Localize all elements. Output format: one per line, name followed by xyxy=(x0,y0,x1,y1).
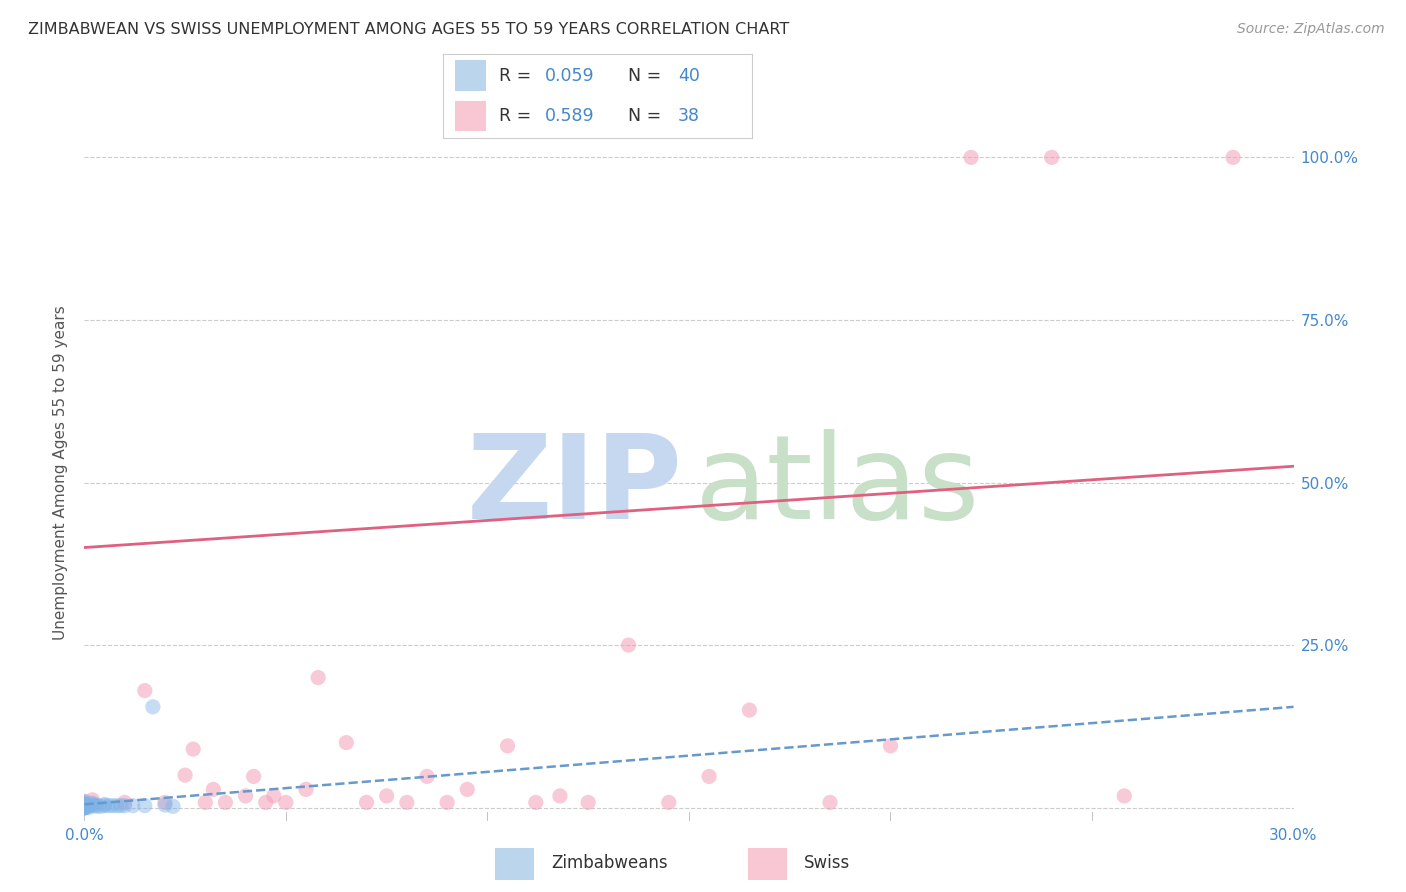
Point xyxy=(202,782,225,797)
Text: R =: R = xyxy=(499,67,536,85)
Point xyxy=(105,798,128,813)
Point xyxy=(73,799,96,814)
Point xyxy=(73,800,96,814)
Point xyxy=(356,796,378,810)
Point xyxy=(738,703,761,717)
Point xyxy=(697,769,720,783)
Point xyxy=(89,799,111,814)
Point xyxy=(73,800,96,814)
Text: N =: N = xyxy=(628,107,668,125)
Bar xyxy=(456,101,486,131)
Y-axis label: Unemployment Among Ages 55 to 59 years: Unemployment Among Ages 55 to 59 years xyxy=(53,305,69,640)
Point xyxy=(73,800,96,814)
Point xyxy=(82,798,104,813)
Point xyxy=(1114,789,1136,803)
Point xyxy=(548,789,571,803)
Point xyxy=(242,769,264,783)
Text: Source: ZipAtlas.com: Source: ZipAtlas.com xyxy=(1237,22,1385,37)
Text: 40: 40 xyxy=(678,67,700,85)
Point xyxy=(254,796,277,810)
Point xyxy=(456,782,478,797)
Point xyxy=(1040,150,1063,164)
Point xyxy=(1222,150,1244,164)
Point xyxy=(82,793,104,807)
Point xyxy=(73,800,96,814)
Point xyxy=(960,150,983,164)
Point xyxy=(307,671,329,685)
Point xyxy=(73,800,96,814)
Text: Zimbabweans: Zimbabweans xyxy=(551,854,668,872)
Point xyxy=(416,769,439,783)
Point xyxy=(134,683,156,698)
Point xyxy=(194,796,217,810)
Point xyxy=(97,798,120,813)
Point xyxy=(121,798,143,813)
Bar xyxy=(495,848,534,880)
Text: N =: N = xyxy=(628,67,668,85)
Point xyxy=(93,798,115,813)
Point xyxy=(263,789,285,803)
Point xyxy=(295,782,318,797)
Point xyxy=(73,799,96,814)
Text: Swiss: Swiss xyxy=(804,854,851,872)
Point xyxy=(114,796,136,810)
Point xyxy=(395,796,418,810)
Point xyxy=(73,797,96,812)
Point xyxy=(134,798,156,813)
Point xyxy=(375,789,398,803)
Point xyxy=(73,798,96,813)
Point xyxy=(235,789,257,803)
Text: 0.589: 0.589 xyxy=(546,107,595,125)
Text: ZIMBABWEAN VS SWISS UNEMPLOYMENT AMONG AGES 55 TO 59 YEARS CORRELATION CHART: ZIMBABWEAN VS SWISS UNEMPLOYMENT AMONG A… xyxy=(28,22,789,37)
Point xyxy=(274,796,297,810)
Point xyxy=(524,796,547,810)
Point xyxy=(73,796,96,810)
Point xyxy=(110,798,132,813)
Point xyxy=(142,699,165,714)
Point xyxy=(86,798,108,813)
Point xyxy=(818,796,841,810)
Point xyxy=(153,798,176,813)
Point xyxy=(174,768,197,782)
Point xyxy=(658,796,681,810)
Bar xyxy=(456,61,486,91)
Bar xyxy=(748,848,787,880)
Point xyxy=(114,798,136,813)
Point xyxy=(73,800,96,814)
Text: atlas: atlas xyxy=(695,429,980,544)
Point xyxy=(335,736,357,750)
Point xyxy=(77,799,100,814)
Point xyxy=(162,799,184,814)
Point xyxy=(73,800,96,814)
Point xyxy=(73,800,96,814)
Text: 38: 38 xyxy=(678,107,700,125)
Point xyxy=(73,797,96,812)
Text: R =: R = xyxy=(499,107,536,125)
Point xyxy=(86,799,108,814)
Point xyxy=(77,800,100,814)
Point xyxy=(73,794,96,808)
Point xyxy=(496,739,519,753)
Point xyxy=(93,797,115,812)
Point xyxy=(73,798,96,813)
Point xyxy=(73,798,96,813)
Point xyxy=(153,796,176,810)
Point xyxy=(576,796,599,810)
Point xyxy=(82,796,104,810)
Point xyxy=(101,798,124,813)
Point xyxy=(73,798,96,813)
Text: 0.059: 0.059 xyxy=(546,67,595,85)
Text: ZIP: ZIP xyxy=(467,429,683,544)
Point xyxy=(181,742,204,756)
Point xyxy=(82,797,104,812)
Point xyxy=(879,739,901,753)
Point xyxy=(617,638,640,652)
Point xyxy=(73,795,96,809)
Point xyxy=(73,800,96,814)
Point xyxy=(214,796,236,810)
Point xyxy=(436,796,458,810)
Point xyxy=(73,797,96,811)
